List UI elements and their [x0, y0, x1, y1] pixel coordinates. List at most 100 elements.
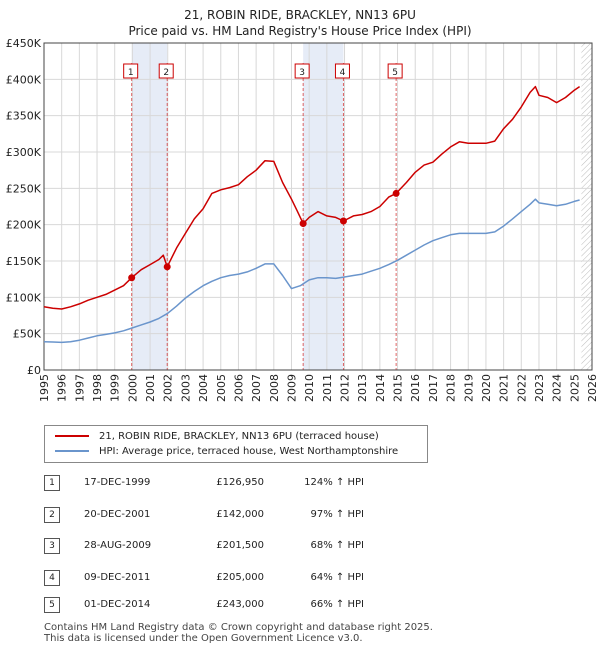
sale-number-box	[294, 63, 310, 79]
sale-hpi-change: 124% ↑ HPI	[304, 477, 364, 488]
sale-price: £243,000	[216, 599, 264, 610]
x-tick-label: 2003	[179, 374, 192, 402]
sale-number-box	[158, 63, 174, 79]
x-tick-label: 1996	[56, 374, 69, 402]
x-tick-label: 2012	[339, 374, 352, 402]
x-tick-label: 2000	[126, 374, 139, 402]
sale-marker	[128, 274, 136, 282]
x-tick-label: 2005	[215, 374, 228, 402]
y-tick-label: £100K	[6, 291, 42, 304]
shaded-span	[131, 43, 168, 370]
sale-date: 28-AUG-2009	[84, 540, 152, 551]
x-tick-label: 2013	[356, 374, 369, 402]
x-tick-label: 2006	[232, 374, 245, 402]
x-tick-label: 2021	[498, 374, 511, 402]
sale-date: 17-DEC-1999	[84, 477, 151, 488]
x-tick-label: 2007	[250, 374, 263, 402]
x-tick-label: 2023	[533, 374, 546, 402]
y-tick-label: £350K	[6, 110, 42, 123]
sale-number-badge: 5	[44, 597, 60, 613]
sale-number-label: 5	[392, 68, 398, 78]
table-row: 3 28-AUG-2009 £201,500 68% ↑ HPI	[44, 538, 464, 554]
x-tick-label: 2018	[445, 374, 458, 402]
price-chart: 1 2 3 4 5 £0 £50K £100K £150K £200K £250K £300K £350…	[6, 37, 599, 402]
x-tick-label: 2025	[568, 374, 581, 402]
y-tick-label: £450K	[6, 37, 42, 50]
sale-number-label: 3	[299, 68, 305, 78]
x-tick-label: 2019	[462, 374, 475, 402]
chart-legend: 21, ROBIN RIDE, BRACKLEY, NN13 6PU (terr…	[44, 425, 428, 463]
sale-number-box	[334, 63, 350, 79]
plot-frame	[43, 42, 593, 371]
x-tick-label: 2020	[480, 374, 493, 402]
x-tick-label: 2011	[321, 374, 334, 402]
y-tick-label: £400K	[6, 73, 42, 86]
x-tick-label: 2001	[144, 374, 157, 402]
sale-price: £201,500	[216, 540, 264, 551]
sale-number-box	[123, 63, 139, 79]
footer-copyright: Contains HM Land Registry data © Crown c…	[44, 622, 433, 633]
sale-hpi-change: 64% ↑ HPI	[310, 572, 364, 583]
sale-marker	[163, 263, 171, 271]
sale-date: 09-DEC-2011	[84, 572, 151, 583]
legend-hpi-label: HPI: Average price, terraced house, West…	[99, 446, 399, 457]
table-row: 1 17-DEC-1999 £126,950 124% ↑ HPI	[44, 475, 464, 491]
x-tick-label: 1998	[91, 374, 104, 402]
table-row: 2 20-DEC-2001 £142,000 97% ↑ HPI	[44, 507, 464, 523]
chart-title-block: 21, ROBIN RIDE, BRACKLEY, NN13 6PU Price…	[0, 7, 600, 39]
sale-number-badge: 4	[44, 570, 60, 586]
x-tick-label: 2024	[551, 374, 564, 402]
sale-marker	[339, 217, 347, 225]
sale-number-badge: 1	[44, 475, 60, 491]
x-tick-label: 2016	[409, 374, 422, 402]
shaded-span	[303, 43, 344, 370]
table-row: 5 01-DEC-2014 £243,000 66% ↑ HPI	[44, 597, 464, 613]
sale-number-badge: 3	[44, 538, 60, 554]
sale-price: £205,000	[216, 572, 264, 583]
legend-item-price: 21, ROBIN RIDE, BRACKLEY, NN13 6PU (terr…	[55, 430, 379, 444]
y-tick-label: £250K	[6, 182, 42, 195]
x-tick-label: 2022	[515, 374, 528, 402]
sale-price: £126,950	[216, 477, 264, 488]
sale-number-box	[387, 63, 403, 79]
x-tick-label: 2014	[374, 374, 387, 402]
price-paid-line	[43, 85, 581, 310]
legend-price-swatch	[55, 435, 89, 437]
x-tick-label: 2015	[392, 374, 405, 402]
sale-hpi-change: 68% ↑ HPI	[310, 540, 364, 551]
legend-price-label: 21, ROBIN RIDE, BRACKLEY, NN13 6PU (terr…	[99, 431, 379, 442]
sale-marker	[392, 189, 400, 197]
x-tick-label: 1999	[109, 374, 122, 402]
y-tick-label: £150K	[6, 255, 42, 268]
table-row: 4 09-DEC-2011 £205,000 64% ↑ HPI	[44, 570, 464, 586]
chart-subtitle: Price paid vs. HM Land Registry's House …	[128, 24, 472, 38]
legend-item-hpi: HPI: Average price, terraced house, West…	[55, 445, 398, 459]
y-tick-label: £50K	[13, 328, 42, 341]
x-tick-label: 2017	[427, 374, 440, 402]
sale-number-badge: 2	[44, 507, 60, 523]
y-tick-label: £300K	[6, 146, 42, 159]
sale-marker	[299, 220, 307, 228]
y-tick-label: £0	[27, 364, 41, 377]
future-hatch	[581, 43, 592, 370]
sale-number-label: 2	[163, 68, 169, 78]
y-tick-label: £200K	[6, 219, 42, 232]
sale-hpi-change: 97% ↑ HPI	[310, 509, 364, 520]
sale-date: 20-DEC-2001	[84, 509, 151, 520]
sale-number-label: 1	[128, 68, 134, 78]
x-tick-label: 1997	[73, 374, 86, 402]
x-tick-label: 2026	[586, 374, 599, 402]
footer-licence: This data is licensed under the Open Gov…	[44, 633, 363, 644]
x-tick-label: 1995	[38, 374, 51, 402]
footer: Contains HM Land Registry data © Crown c…	[44, 622, 433, 644]
legend-hpi-swatch	[55, 450, 89, 452]
x-tick-label: 2009	[285, 374, 298, 402]
x-tick-label: 2008	[268, 374, 281, 402]
hpi-line	[43, 198, 580, 344]
x-tick-label: 2004	[197, 374, 210, 402]
sale-hpi-change: 66% ↑ HPI	[310, 599, 364, 610]
sale-date: 01-DEC-2014	[84, 599, 151, 610]
chart-title: 21, ROBIN RIDE, BRACKLEY, NN13 6PU	[184, 8, 416, 22]
x-tick-label: 2010	[303, 374, 316, 402]
sale-number-label: 4	[340, 68, 346, 78]
